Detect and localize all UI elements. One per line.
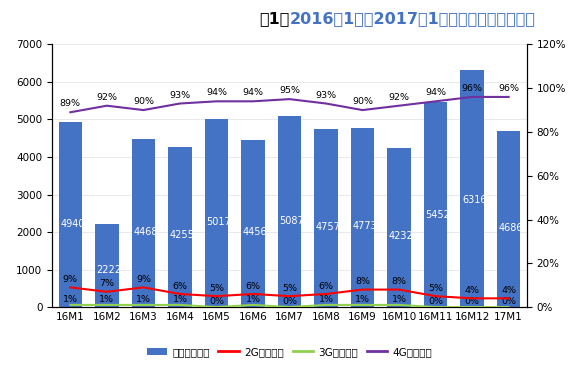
Text: 0%: 0%: [282, 297, 297, 306]
Text: 0%: 0%: [501, 297, 516, 306]
Bar: [387, 148, 411, 307]
Text: 96%: 96%: [498, 84, 519, 93]
Text: 1%: 1%: [63, 295, 78, 304]
Text: 95%: 95%: [279, 86, 300, 95]
Text: 0%: 0%: [209, 297, 224, 306]
Text: 4468: 4468: [133, 227, 157, 237]
Text: 94%: 94%: [206, 88, 227, 97]
Text: 92%: 92%: [96, 93, 118, 102]
Bar: [241, 140, 265, 307]
Legend: 出货量（万）, 2G手机占比, 3G手机占比, 4G手机占比: 出货量（万）, 2G手机占比, 3G手机占比, 4G手机占比: [142, 343, 437, 361]
Text: 9%: 9%: [63, 275, 78, 284]
Bar: [204, 119, 228, 307]
Text: 89%: 89%: [60, 99, 81, 108]
Text: 4757: 4757: [316, 222, 340, 232]
Text: 1%: 1%: [245, 295, 261, 304]
Text: 1%: 1%: [355, 295, 370, 304]
Bar: [168, 147, 192, 307]
Text: 1%: 1%: [318, 295, 334, 304]
Text: 8%: 8%: [355, 277, 370, 286]
Text: 7%: 7%: [100, 279, 115, 288]
Text: 图1：: 图1：: [259, 11, 290, 26]
Text: 2222: 2222: [97, 265, 122, 275]
Text: 5%: 5%: [209, 284, 224, 293]
Text: 6%: 6%: [318, 282, 334, 290]
Text: 8%: 8%: [391, 277, 406, 286]
Bar: [131, 139, 155, 307]
Text: 90%: 90%: [352, 97, 373, 106]
Text: 96%: 96%: [461, 84, 483, 93]
Text: 1%: 1%: [391, 295, 406, 304]
Text: 5017: 5017: [206, 217, 231, 228]
Text: 94%: 94%: [425, 88, 446, 97]
Bar: [277, 116, 301, 307]
Text: 5%: 5%: [428, 284, 443, 293]
Text: 0%: 0%: [428, 297, 443, 306]
Bar: [58, 122, 82, 307]
Bar: [351, 128, 375, 307]
Text: 4%: 4%: [464, 286, 479, 295]
Text: 6%: 6%: [245, 282, 261, 290]
Text: 4232: 4232: [389, 231, 413, 240]
Bar: [95, 224, 119, 307]
Text: 1%: 1%: [100, 295, 115, 304]
Bar: [460, 70, 484, 307]
Text: 93%: 93%: [316, 91, 336, 100]
Text: 92%: 92%: [389, 93, 409, 102]
Text: 94%: 94%: [243, 88, 263, 97]
Text: 4%: 4%: [501, 286, 516, 295]
Text: 2016年1月至2017年1月国内手机出货量情况: 2016年1月至2017年1月国内手机出货量情况: [290, 11, 536, 26]
Bar: [497, 131, 521, 307]
Text: 5452: 5452: [426, 210, 450, 220]
Text: 4456: 4456: [243, 227, 267, 237]
Text: 5%: 5%: [282, 284, 297, 293]
Text: 1%: 1%: [173, 295, 188, 304]
Text: 4773: 4773: [352, 222, 377, 232]
Text: 90%: 90%: [133, 97, 154, 106]
Text: 0%: 0%: [464, 297, 479, 306]
Bar: [314, 129, 338, 307]
Text: 5087: 5087: [279, 216, 304, 226]
Text: 4686: 4686: [499, 223, 523, 233]
Bar: [424, 102, 448, 307]
Text: 4940: 4940: [60, 219, 85, 229]
Text: 4255: 4255: [170, 230, 195, 240]
Text: 93%: 93%: [170, 91, 190, 100]
Text: 1%: 1%: [136, 295, 151, 304]
Text: 9%: 9%: [136, 275, 151, 284]
Text: 6316: 6316: [462, 195, 486, 205]
Text: 6%: 6%: [173, 282, 188, 290]
